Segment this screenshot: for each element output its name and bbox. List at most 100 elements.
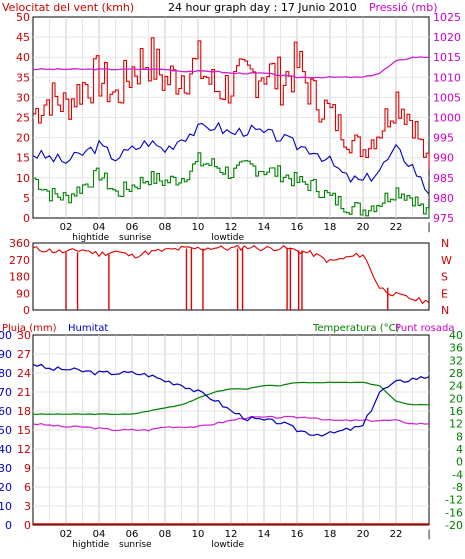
x-tick-label: 08 — [159, 529, 172, 540]
pressure-y-tick-label: 1020 — [433, 31, 461, 44]
humidity-y-tick-label: 70 — [0, 386, 12, 399]
wind-title: Velocitat del vent (kmh) — [2, 1, 134, 14]
x-tick-label: 04 — [93, 222, 106, 233]
rain-y-tick-label: 18 — [17, 405, 31, 418]
direction-y-tick-label: 270 — [9, 254, 30, 267]
humidity-label: Humitat — [68, 323, 108, 334]
pressure-y-tick-label: 1005 — [433, 91, 461, 104]
direction-compass-label: E — [441, 287, 448, 300]
pressure-y-tick-label: 990 — [433, 152, 454, 165]
temperature-y-tick-label: 4 — [456, 443, 463, 456]
hightide-annotation: hightide — [72, 540, 109, 550]
rain-y-tick-label: 12 — [17, 443, 31, 456]
rain-y-tick-label: 27 — [17, 348, 31, 361]
x-tick-label: 22 — [390, 529, 403, 540]
temperature-y-tick-label: -4 — [452, 468, 463, 481]
rain-y-tick-label: 3 — [24, 500, 31, 513]
pressure-y-tick-label: 980 — [433, 192, 454, 205]
pressure-y-tick-label: 975 — [433, 212, 454, 225]
x-tick-label: 18 — [324, 222, 337, 233]
direction-compass-label: S — [441, 271, 448, 284]
direction-y-tick-label: 90 — [16, 287, 30, 300]
x-tick-label: | — [427, 529, 430, 540]
series-temperature-line — [33, 381, 430, 416]
wind-y-tick-label: 0 — [23, 212, 30, 225]
rain-y-tick-label: 0 — [24, 519, 31, 532]
direction-panel-frame — [32, 242, 430, 311]
wind-y-tick-label: 20 — [16, 132, 30, 145]
humidity-y-tick-label: 20 — [0, 481, 12, 494]
x-tick-label: 10 — [192, 222, 205, 233]
temperature-y-tick-label: 32 — [449, 354, 463, 367]
wind-y-tick-label: 40 — [16, 51, 30, 64]
direction-compass-label: N — [441, 304, 449, 317]
rain-y-tick-label: 30 — [17, 329, 31, 342]
temperature-y-tick-label: -16 — [445, 506, 463, 519]
series-min-line — [33, 152, 430, 218]
graph-title: 24 hour graph day : 17 Junio 2010 — [168, 1, 357, 14]
temperature-y-tick-label: 28 — [449, 367, 463, 380]
humidity-y-tick-label: 40 — [0, 443, 12, 456]
x-tick-label: 10 — [192, 529, 205, 540]
humidity-y-tick-label: 90 — [0, 348, 12, 361]
direction-y-tick-label: 360 — [9, 237, 30, 250]
rain-y-tick-label: 21 — [17, 386, 31, 399]
x-tick-label: 18 — [324, 529, 337, 540]
hightide-annotation: hightide — [72, 233, 109, 243]
humidity-y-tick-label: 100 — [0, 329, 12, 342]
x-tick-label: 16 — [291, 529, 304, 540]
x-tick-label: 02 — [60, 529, 73, 540]
pressure-y-tick-label: 1015 — [433, 51, 461, 64]
temperature-y-tick-label: 0 — [456, 456, 463, 469]
rain-y-tick-label: 6 — [24, 481, 31, 494]
temperature-y-tick-label: -20 — [445, 519, 463, 532]
temperature-y-tick-label: 36 — [449, 342, 463, 355]
wind-y-tick-label: 25 — [16, 112, 30, 125]
series-humidity-line — [32, 363, 430, 437]
wind-y-tick-label: 35 — [16, 71, 30, 84]
wind-y-tick-label: 30 — [16, 91, 30, 104]
temperature-y-tick-label: 20 — [449, 392, 463, 405]
pressure-y-tick-label: 1000 — [433, 112, 461, 125]
wind-y-tick-label: 15 — [16, 152, 30, 165]
rain-y-tick-label: 9 — [24, 462, 31, 475]
humidity-y-tick-label: 60 — [0, 405, 12, 418]
temperature-y-tick-label: 12 — [449, 418, 463, 431]
humidity-y-tick-label: 10 — [0, 500, 12, 513]
dew-label: Punt rosada — [395, 323, 454, 334]
humidity-y-tick-label: 50 — [0, 424, 12, 437]
x-tick-label: 06 — [126, 222, 139, 233]
lowtide-annotation: lowtide — [211, 233, 244, 243]
series-pressure-line — [32, 56, 430, 79]
direction-compass-label: N — [441, 237, 449, 250]
temperature-y-tick-label: 24 — [449, 380, 463, 393]
pressure-title: Pressió (mb) — [369, 1, 438, 14]
x-tick-label: 08 — [159, 222, 172, 233]
x-tick-label: 12 — [225, 529, 238, 540]
direction-compass-label: W — [441, 254, 452, 267]
wind-y-tick-label: 10 — [16, 172, 30, 185]
series-avg-line — [32, 121, 430, 195]
series-dew-line — [32, 415, 430, 432]
temperature-y-tick-label: -12 — [445, 494, 463, 507]
direction-y-tick-label: 180 — [9, 271, 30, 284]
pressure-y-tick-label: 995 — [433, 132, 454, 145]
lowtide-annotation: lowtide — [211, 540, 244, 550]
pressure-y-tick-label: 1010 — [433, 71, 461, 84]
axis-layer: 0510152025303540455097598098599099510001… — [0, 11, 463, 550]
x-tick-label: | — [427, 222, 430, 233]
humidity-y-tick-label: 80 — [0, 367, 12, 380]
x-tick-label: 04 — [93, 529, 106, 540]
temperature-label: Temperatura (°C) — [312, 323, 400, 334]
x-tick-label: 14 — [258, 529, 271, 540]
temperature-y-tick-label: -8 — [452, 481, 463, 494]
rain-label: Pluja (mm) — [2, 323, 57, 334]
humidity-y-tick-label: 0 — [5, 519, 12, 532]
pressure-y-tick-label: 985 — [433, 172, 454, 185]
grid-layer — [33, 17, 429, 525]
x-tick-label: 12 — [225, 222, 238, 233]
wind-y-tick-label: 5 — [23, 192, 30, 205]
pressure-y-tick-label: 1025 — [433, 11, 461, 24]
x-tick-label: 14 — [258, 222, 271, 233]
